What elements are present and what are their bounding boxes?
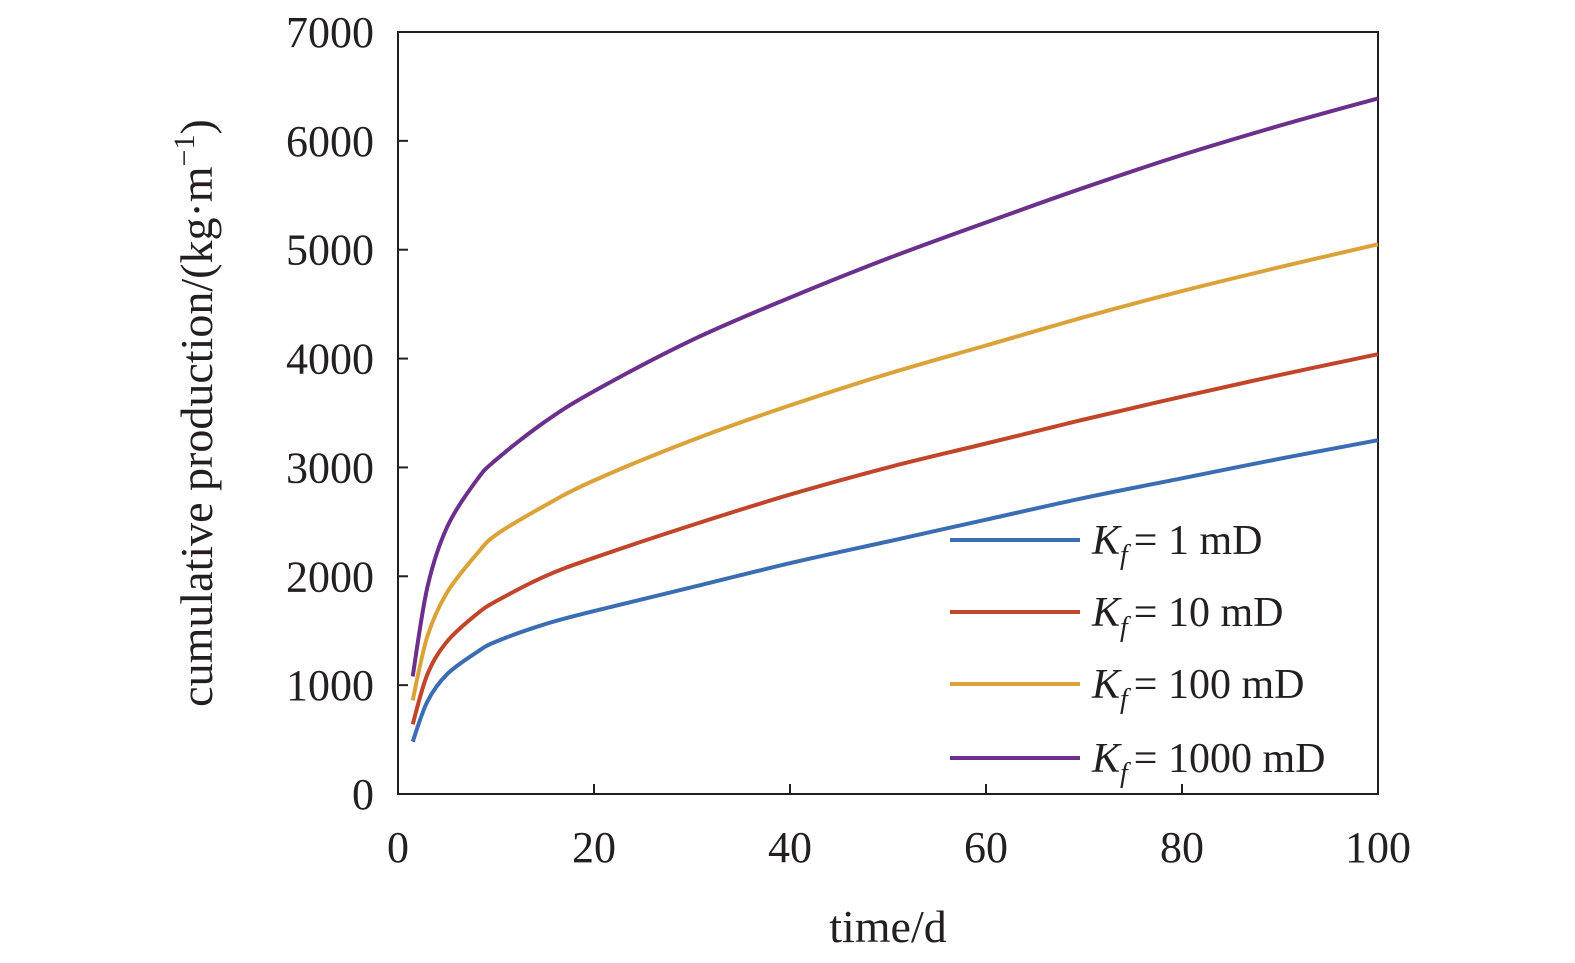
y-axis-title-close: ) <box>171 119 222 134</box>
legend-var: K <box>1091 518 1122 564</box>
series-line-2 <box>410 242 1379 701</box>
y-tick-label: 5000 <box>286 226 374 275</box>
legend-label-3: Kf = 1000 mD <box>1091 736 1325 789</box>
legend-eq: = 10 mD <box>1134 590 1284 636</box>
legend-sub: f <box>1120 758 1131 789</box>
y-tick-label: 1000 <box>286 661 374 710</box>
legend-sub: f <box>1120 612 1131 643</box>
x-tick-label: 20 <box>572 823 616 872</box>
legend-label-0: Kf = 1 mD <box>1091 518 1262 571</box>
y-tick-label: 4000 <box>286 335 374 384</box>
plot-frame <box>397 31 1379 795</box>
x-tick-label: 80 <box>1160 823 1204 872</box>
legend-var: K <box>1091 590 1122 636</box>
x-axis-title: time/d <box>829 901 947 952</box>
y-axis-title-main: cumulative production/(kg·m <box>171 166 222 707</box>
y-axis-title-sup: −1 <box>168 135 201 167</box>
y-ticks: 0 1000 2000 3000 4000 5000 6000 7000 <box>286 8 408 819</box>
y-tick-label: 7000 <box>286 8 374 57</box>
legend-eq: = 100 mD <box>1134 662 1305 708</box>
legend-eq: = 1 mD <box>1134 518 1263 564</box>
legend-var: K <box>1091 736 1122 782</box>
legend-eq: = 1000 mD <box>1134 736 1326 782</box>
series-lines <box>410 96 1379 743</box>
y-tick-label: 3000 <box>286 443 374 492</box>
legend-label-1: Kf = 10 mD <box>1091 590 1283 643</box>
series-line-0 <box>410 438 1379 743</box>
x-tick-label: 100 <box>1345 823 1411 872</box>
legend-sub: f <box>1120 684 1131 715</box>
legend-label-2: Kf = 100 mD <box>1091 662 1304 715</box>
y-axis-title: cumulative production/(kg·m−1) <box>168 119 222 707</box>
x-tick-label: 60 <box>964 823 1008 872</box>
x-tick-label: 40 <box>768 823 812 872</box>
legend-sub: f <box>1120 540 1131 571</box>
series-line-3 <box>410 96 1379 677</box>
series-line-1 <box>410 352 1379 725</box>
x-tick-label: 0 <box>387 823 409 872</box>
y-tick-label: 0 <box>352 770 374 819</box>
y-tick-label: 6000 <box>286 117 374 166</box>
x-ticks: 0 20 40 60 80 100 <box>387 784 1411 872</box>
y-tick-label: 2000 <box>286 552 374 601</box>
legend-var: K <box>1091 662 1122 708</box>
